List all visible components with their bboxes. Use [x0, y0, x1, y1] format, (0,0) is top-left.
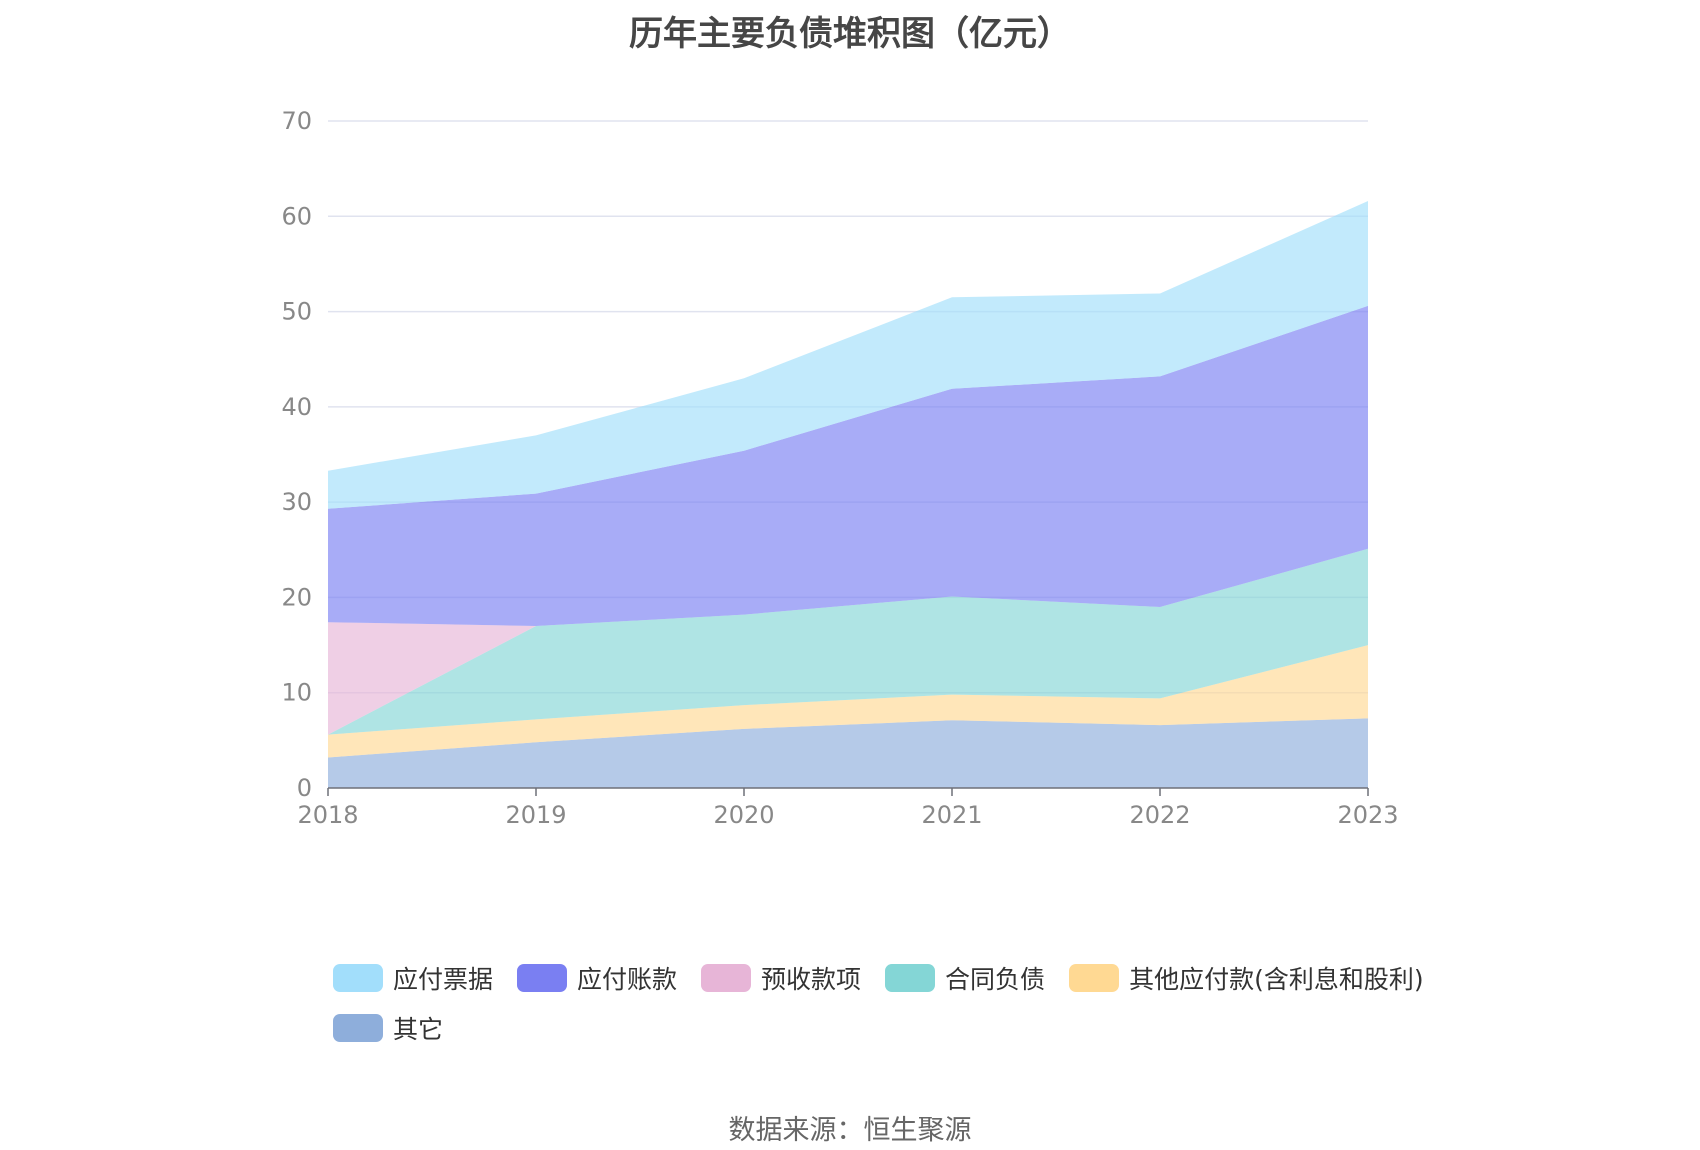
area-series-2[interactable]: [328, 548, 1368, 735]
legend: 应付票据 应付账款 预收款项 合同负债 其他应付款(含利息和股利) 其它: [333, 958, 1433, 1048]
x-tick-label: 2018: [297, 801, 358, 829]
legend-label: 应付账款: [577, 965, 678, 994]
legend-swatch: [885, 964, 936, 992]
y-tick-label: 30: [281, 488, 312, 516]
legend-item[interactable]: 其他应付款(含利息和股利): [1069, 958, 1424, 998]
y-tick-label: 40: [281, 393, 312, 421]
legend-item[interactable]: 预收款项: [701, 958, 861, 998]
legend-swatch: [517, 964, 568, 992]
legend-swatch: [1069, 964, 1120, 992]
legend-label: 其它: [393, 1015, 444, 1044]
x-tick-label: 2023: [1337, 801, 1398, 829]
y-tick-label: 60: [281, 202, 312, 230]
legend-item[interactable]: 应付账款: [517, 958, 677, 998]
x-tick-label: 2021: [921, 801, 982, 829]
source-note: 数据来源：恒生聚源: [728, 1115, 972, 1146]
y-tick-label: 10: [281, 679, 312, 707]
legend-label: 预收款项: [761, 965, 862, 994]
x-tick-label: 2020: [713, 801, 774, 829]
legend-label: 应付票据: [393, 965, 494, 994]
y-tick-label: 0: [297, 774, 312, 802]
chart-title: 历年主要负债堆积图（亿元）: [629, 14, 1071, 54]
area-series-4[interactable]: [328, 305, 1368, 626]
legend-item[interactable]: 其它: [333, 1008, 443, 1048]
legend-swatch: [333, 1014, 383, 1042]
y-tick-label: 50: [281, 298, 312, 326]
legend-swatch: [701, 964, 752, 992]
x-tick-label: 2022: [1129, 801, 1190, 829]
x-tick-label: 2019: [505, 801, 566, 829]
y-tick-label: 20: [281, 583, 312, 611]
legend-item[interactable]: 合同负债: [885, 958, 1045, 998]
area-series-5[interactable]: [328, 201, 1368, 509]
legend-label: 合同负债: [945, 965, 1046, 994]
area-series-group: [328, 201, 1368, 788]
area-series-0[interactable]: [328, 718, 1368, 788]
legend-label: 其他应付款(含利息和股利): [1129, 965, 1424, 994]
y-tick-label: 70: [281, 107, 312, 135]
legend-swatch: [333, 964, 383, 992]
area-series-1[interactable]: [328, 645, 1368, 758]
legend-item[interactable]: 应付票据: [333, 958, 493, 998]
axes: 0 10 20 30 40 50 60 70 2018 2019 2020 2021 2022 2023: [281, 107, 1398, 829]
